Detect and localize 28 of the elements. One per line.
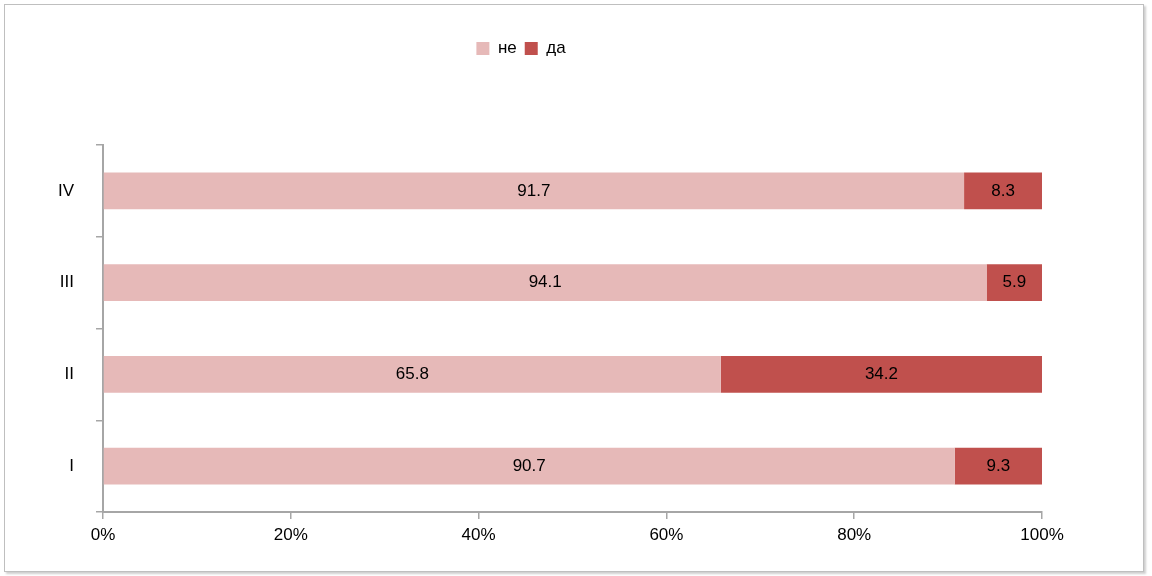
bar	[954, 447, 1042, 485]
bar	[720, 356, 1042, 393]
data-label: 8.3	[991, 180, 1015, 200]
y-tick-label: I	[69, 455, 74, 475]
data-label: 90.7	[512, 455, 546, 475]
x-tick-label: 20%	[273, 524, 308, 544]
bar	[964, 172, 1042, 210]
x-tick-label: 80%	[837, 524, 872, 544]
y-tick-label: IV	[57, 180, 75, 200]
bar	[103, 447, 955, 485]
x-tick-label: 60%	[649, 524, 684, 544]
y-tick-label: II	[64, 364, 74, 384]
data-label: 65.8	[395, 364, 429, 384]
legend-label: да	[546, 38, 567, 58]
bar	[103, 264, 987, 301]
x-tick-label: 0%	[90, 524, 116, 544]
data-label: 94.1	[528, 272, 562, 292]
y-tick-label: III	[59, 272, 74, 292]
data-label: 34.2	[864, 364, 898, 384]
data-label: 91.7	[517, 180, 551, 200]
legend-label: не	[497, 38, 517, 58]
bar	[986, 264, 1042, 301]
data-label: 9.3	[986, 455, 1011, 475]
x-tick-label: 100%	[1020, 524, 1064, 544]
x-tick-label: 40%	[461, 524, 496, 544]
data-label: 5.9	[1002, 272, 1027, 292]
bar	[103, 356, 721, 393]
bar	[103, 172, 965, 210]
